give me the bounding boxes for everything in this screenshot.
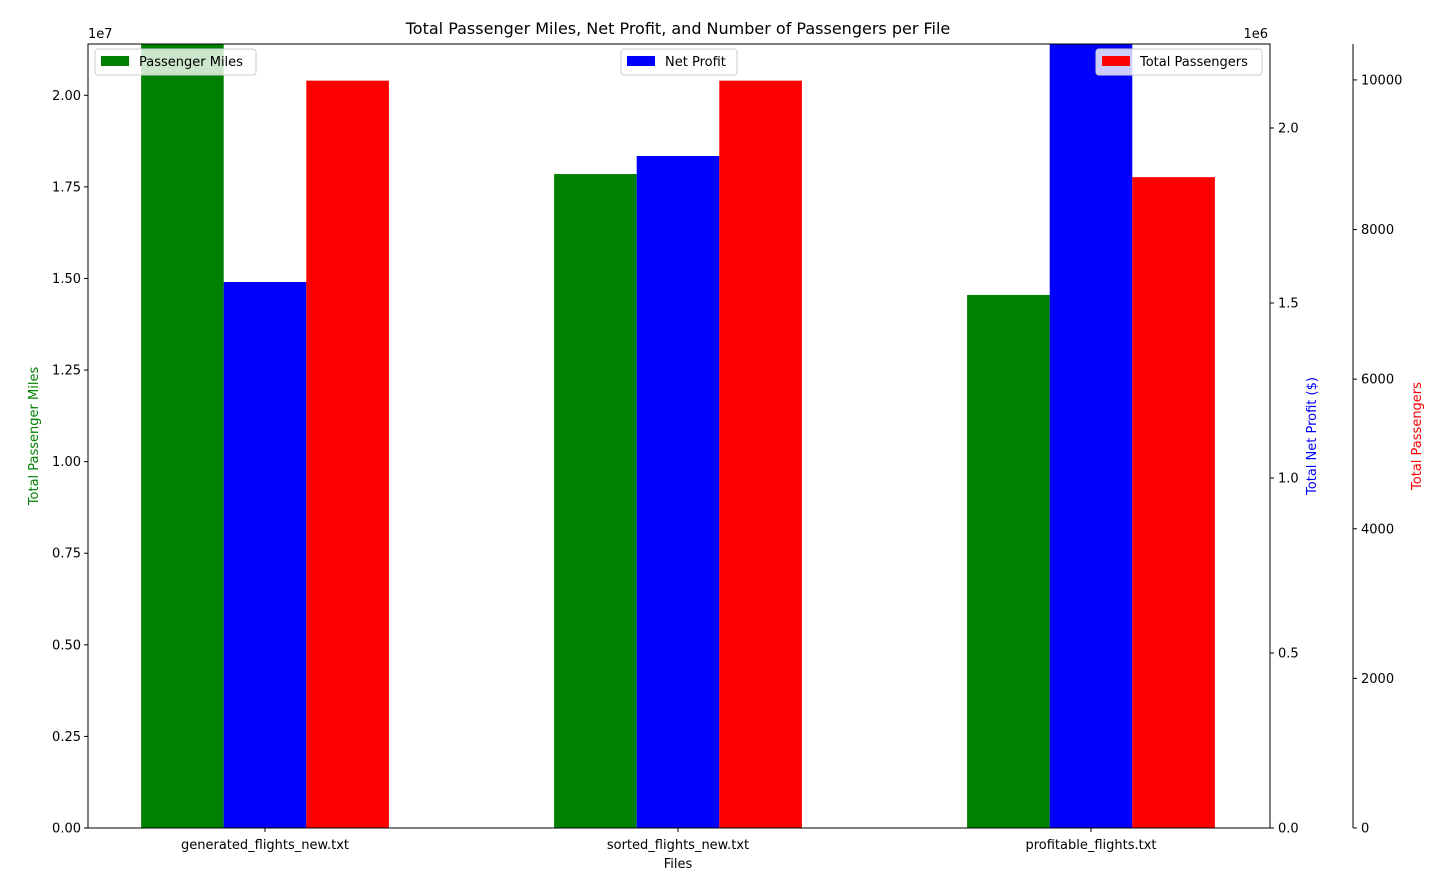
bar-total-passengers-2 xyxy=(1132,177,1215,828)
left-axis: 0.00 0.25 0.50 0.75 1.00 1.25 1.50 1.75 2.00 xyxy=(52,89,88,837)
left-axis-label: Total Passenger Miles xyxy=(27,367,42,507)
right-tick-label: 0.0 xyxy=(1278,822,1299,837)
x-axis: generated_flights_new.txt sorted_flights_… xyxy=(181,828,1157,853)
bar-net-profit-0 xyxy=(223,282,307,828)
bars xyxy=(141,44,1215,828)
left-tick-label: 1.25 xyxy=(52,364,81,379)
left-tick-label: 0.75 xyxy=(52,547,81,562)
right2-tick-label: 0 xyxy=(1361,822,1369,837)
bar-total-passengers-0 xyxy=(306,80,389,828)
x-tick-label: sorted_flights_new.txt xyxy=(607,838,749,853)
right-axis: 0.0 0.5 1.0 1.5 2.0 xyxy=(1270,122,1299,837)
left-tick-label: 0.25 xyxy=(52,730,81,745)
left-tick-label: 1.00 xyxy=(52,455,81,470)
right2-tick-label: 10000 xyxy=(1361,73,1402,88)
chart-title: Total Passenger Miles, Net Profit, and N… xyxy=(405,19,951,38)
bar-passenger-miles-2 xyxy=(967,294,1050,828)
left-tick-label: 2.00 xyxy=(52,89,81,104)
legend-label: Net Profit xyxy=(665,55,726,70)
left-tick-label: 1.50 xyxy=(52,272,81,287)
right2-tick-label: 4000 xyxy=(1361,522,1394,537)
x-axis-label: Files xyxy=(664,857,693,872)
bar-net-profit-1 xyxy=(636,156,720,828)
right-axis-scale-text: 1e6 xyxy=(1243,27,1268,42)
right-axis-label: Total Net Profit ($) xyxy=(1305,377,1320,496)
bar-net-profit-2 xyxy=(1049,44,1133,828)
right2-axis-label: Total Passengers xyxy=(1410,382,1425,491)
x-tick-label: profitable_flights.txt xyxy=(1025,838,1156,853)
left-tick-label: 0.50 xyxy=(52,638,81,653)
x-tick-label: generated_flights_new.txt xyxy=(181,838,349,853)
right-tick-label: 2.0 xyxy=(1278,122,1299,137)
right2-tick-label: 6000 xyxy=(1361,373,1394,388)
legend-label: Total Passengers xyxy=(1139,55,1248,70)
legend-swatch xyxy=(101,56,129,66)
legend-total-passengers: Total Passengers xyxy=(1095,48,1263,76)
legend-frame xyxy=(1095,48,1263,76)
plot-frame xyxy=(87,43,1271,829)
legend-swatch xyxy=(627,56,655,66)
left-tick-label: 1.75 xyxy=(52,180,81,195)
right2-tick-label: 8000 xyxy=(1361,223,1394,238)
legend-swatch xyxy=(1102,56,1130,66)
legend-label: Passenger Miles xyxy=(139,55,243,70)
left-tick-label: 0.00 xyxy=(52,822,81,837)
right2-axis: 0 2000 4000 6000 8000 10000 xyxy=(1352,44,1402,837)
right-tick-label: 1.5 xyxy=(1278,297,1299,312)
legends: Passenger Miles Net Profit Total Passenger… xyxy=(94,48,1263,76)
bar-passenger-miles-1 xyxy=(554,174,637,828)
right2-tick-label: 2000 xyxy=(1361,672,1394,687)
bar-passenger-miles-0 xyxy=(141,44,224,828)
legend-frame xyxy=(94,48,257,76)
left-axis-scale-text: 1e7 xyxy=(88,27,113,42)
legend-frame xyxy=(620,48,738,76)
legend-net-profit: Net Profit xyxy=(620,48,738,76)
bar-total-passengers-1 xyxy=(719,80,802,828)
legend-passenger-miles: Passenger Miles xyxy=(94,48,257,76)
right-tick-label: 1.0 xyxy=(1278,472,1299,487)
right-tick-label: 0.5 xyxy=(1278,647,1299,662)
